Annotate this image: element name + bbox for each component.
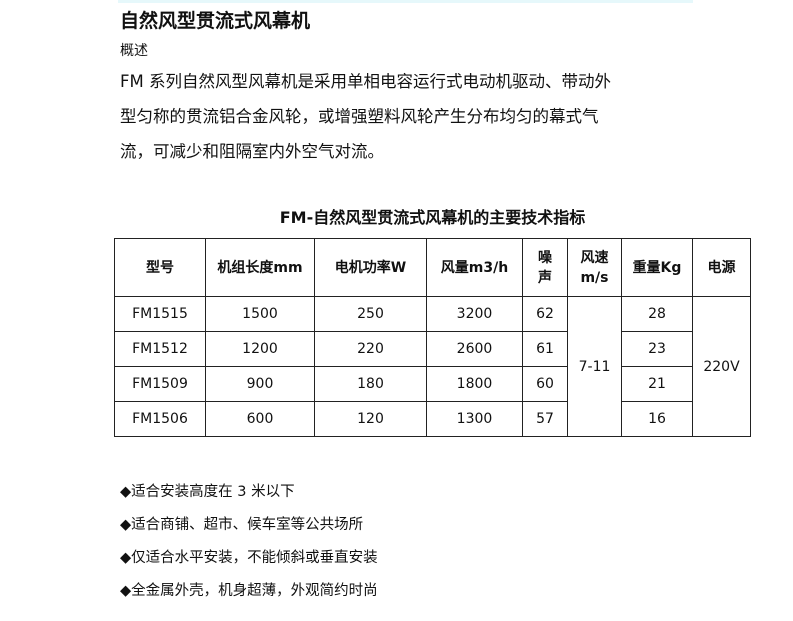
feature-item: ◆适合商铺、超市、候车室等公共场所 bbox=[120, 517, 364, 533]
cell-weight: 28 bbox=[621, 296, 693, 332]
header-model: 型号 bbox=[114, 238, 206, 297]
table-row: FM1512 1200 220 2600 61 23 bbox=[114, 331, 751, 367]
table-row: FM1506 600 120 1300 57 16 bbox=[114, 401, 751, 437]
header-power-supply: 电源 bbox=[692, 238, 751, 297]
cell-noise: 57 bbox=[522, 401, 568, 437]
description-line: FM 系列自然风型风幕机是采用单相电容运行式电动机驱动、带动外 bbox=[120, 72, 611, 91]
cell-model: FM1509 bbox=[114, 366, 206, 402]
cell-noise: 60 bbox=[522, 366, 568, 402]
cell-power: 220 bbox=[314, 331, 427, 367]
spec-table: 型号 机组长度mm 电机功率W 风量m3/h 噪声 风速m/s 重量Kg 电源 … bbox=[114, 238, 751, 437]
feature-list: ◆适合安装高度在 3 米以下 ◆适合商铺、超市、候车室等公共场所 ◆仅适合水平安… bbox=[120, 480, 378, 612]
feature-item: ◆适合安装高度在 3 米以下 bbox=[120, 484, 295, 500]
feature-item: ◆仅适合水平安装，不能倾斜或垂直安装 bbox=[120, 550, 378, 566]
table-caption: FM-自然风型贯流式风幕机的主要技术指标 bbox=[279, 208, 586, 227]
table-row: FM1509 900 180 1800 60 21 bbox=[114, 366, 751, 402]
cell-weight: 16 bbox=[621, 401, 693, 437]
cell-airflow: 3200 bbox=[426, 296, 523, 332]
cell-noise: 61 bbox=[522, 331, 568, 367]
cell-airflow: 1800 bbox=[426, 366, 523, 402]
header-noise: 噪声 bbox=[522, 238, 568, 297]
header-weight: 重量Kg bbox=[621, 238, 693, 297]
table-row: FM1515 1500 250 3200 62 7-11 28 220V bbox=[114, 296, 751, 437]
header-speed-label: 风速m/s bbox=[580, 249, 609, 286]
feature-item: ◆全金属外壳，机身超薄，外观简约时尚 bbox=[120, 583, 378, 599]
cell-power: 180 bbox=[314, 366, 427, 402]
description: FM 系列自然风型风幕机是采用单相电容运行式电动机驱动、带动外 型匀称的贯流铝合… bbox=[120, 64, 680, 169]
cell-length: 600 bbox=[205, 401, 315, 437]
description-line: 型匀称的贯流铝合金风轮，或增强塑料风轮产生分布均匀的幕式气 bbox=[120, 107, 599, 126]
table-header-row: 型号 机组长度mm 电机功率W 风量m3/h 噪声 风速m/s 重量Kg 电源 bbox=[114, 238, 751, 297]
cell-weight: 21 bbox=[621, 366, 693, 402]
page-title: 自然风型贯流式风幕机 bbox=[120, 10, 311, 32]
cell-model: FM1512 bbox=[114, 331, 206, 367]
cell-length: 900 bbox=[205, 366, 315, 402]
cell-airflow: 2600 bbox=[426, 331, 523, 367]
cell-speed: 7-11 bbox=[567, 296, 622, 437]
cell-power: 250 bbox=[314, 296, 427, 332]
header-power: 电机功率W bbox=[314, 238, 427, 297]
cell-power: 120 bbox=[314, 401, 427, 437]
cell-length: 1500 bbox=[205, 296, 315, 332]
header-speed: 风速m/s bbox=[567, 238, 622, 297]
top-divider bbox=[118, 0, 693, 3]
section-heading: 概述 bbox=[120, 43, 148, 59]
cell-model: FM1515 bbox=[114, 296, 206, 332]
cell-airflow: 1300 bbox=[426, 401, 523, 437]
cell-length: 1200 bbox=[205, 331, 315, 367]
header-airflow: 风量m3/h bbox=[426, 238, 523, 297]
cell-power-supply: 220V bbox=[692, 296, 751, 437]
cell-noise: 62 bbox=[522, 296, 568, 332]
cell-weight: 23 bbox=[621, 331, 693, 367]
description-line: 流，可减少和阻隔室内外空气对流。 bbox=[120, 142, 384, 161]
header-length: 机组长度mm bbox=[205, 238, 315, 297]
cell-model: FM1506 bbox=[114, 401, 206, 437]
